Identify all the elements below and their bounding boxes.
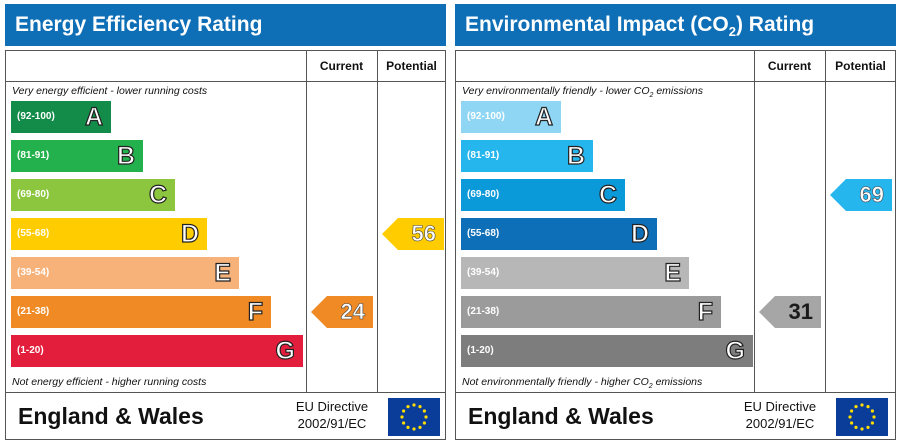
- eu-star: [402, 421, 406, 425]
- eu-star: [860, 427, 864, 431]
- band-letter: D: [630, 219, 649, 248]
- band-letter: E: [664, 258, 682, 287]
- band-e: (39-54) E: [461, 257, 689, 289]
- band-range-label: (21-38): [467, 306, 500, 317]
- column-header-current: Current: [767, 59, 812, 73]
- potential-rating-arrow: 56: [382, 218, 444, 250]
- eu-star: [424, 415, 428, 419]
- eu-star: [854, 425, 858, 429]
- eu-star: [422, 409, 426, 413]
- band-b: (81-91) B: [11, 140, 143, 172]
- band-letter: C: [148, 180, 167, 209]
- band-range-label: (55-68): [17, 228, 50, 239]
- eu-star: [860, 403, 864, 407]
- top-note: Very energy efficient - lower running co…: [12, 85, 208, 97]
- band-letter: G: [275, 336, 296, 365]
- eu-star: [406, 405, 410, 409]
- band-letter: B: [116, 141, 135, 170]
- potential-rating-value: 56: [411, 221, 436, 247]
- eu-star: [400, 415, 404, 419]
- bottom-note: Not energy efficient - higher running co…: [12, 376, 207, 388]
- country-label: England & Wales: [468, 403, 654, 429]
- chart-frame: Current Potential Very environmentally f…: [455, 50, 896, 440]
- band-b: (81-91) B: [461, 140, 593, 172]
- eu-star: [866, 425, 870, 429]
- eu-star: [850, 421, 854, 425]
- band-f: (21-38) F: [461, 296, 721, 328]
- band-range-label: (1-20): [467, 345, 494, 356]
- band-d: (55-68) D: [461, 218, 657, 250]
- band-letter: G: [725, 336, 746, 365]
- band-g: (1-20) G: [461, 335, 753, 367]
- band-letter: E: [214, 258, 232, 287]
- eu-flag-icon: [836, 398, 888, 436]
- eu-flag-icon: [388, 398, 440, 436]
- band-letter: A: [534, 102, 553, 131]
- panel-title: Energy Efficiency Rating: [5, 4, 446, 46]
- eu-directive: EU Directive 2002/91/EC: [743, 399, 817, 431]
- eu-star: [854, 405, 858, 409]
- band-a: (92-100) A: [461, 101, 561, 133]
- band-letter: B: [566, 141, 585, 170]
- eu-star: [412, 427, 416, 431]
- band-g: (1-20) G: [11, 335, 303, 367]
- eu-star: [422, 421, 426, 425]
- band-range-label: (81-91): [467, 150, 500, 161]
- band-a: (92-100) A: [11, 101, 111, 133]
- eu-star: [418, 405, 422, 409]
- eu-star: [850, 409, 854, 413]
- band-letter: C: [598, 180, 617, 209]
- band-range-label: (39-54): [17, 267, 50, 278]
- band-f: (21-38) F: [11, 296, 271, 328]
- band-range-label: (55-68): [467, 228, 500, 239]
- band-c: (69-80) C: [11, 179, 175, 211]
- band-range-label: (69-80): [17, 189, 50, 200]
- potential-rating-value: 69: [859, 182, 884, 208]
- column-header-potential: Potential: [386, 59, 437, 73]
- eu-star: [866, 405, 870, 409]
- environmental-impact-panel: Environmental Impact (CO2) Rating Curren…: [455, 4, 896, 440]
- column-header-current: Current: [319, 59, 364, 73]
- band-range-label: (92-100): [17, 111, 55, 122]
- band-c: (69-80) C: [461, 179, 625, 211]
- eu-star: [870, 421, 874, 425]
- current-rating-arrow: 24: [311, 296, 373, 328]
- band-letter: D: [180, 219, 199, 248]
- panel-title: Environmental Impact (CO2) Rating: [455, 4, 896, 46]
- current-rating-arrow: 31: [759, 296, 821, 328]
- band-range-label: (39-54): [467, 267, 500, 278]
- eu-star: [406, 425, 410, 429]
- current-rating-value: 24: [340, 299, 365, 325]
- band-range-label: (81-91): [17, 150, 50, 161]
- eu-star: [418, 425, 422, 429]
- top-note: Very environmentally friendly - lower CO…: [462, 85, 704, 100]
- column-header-potential: Potential: [835, 59, 886, 73]
- chart-frame: Current Potential Very energy efficient …: [5, 50, 446, 440]
- band-letter: F: [697, 297, 714, 326]
- band-letter: A: [84, 102, 103, 131]
- eu-directive: EU Directive 2002/91/EC: [295, 399, 369, 431]
- potential-rating-arrow: 69: [830, 179, 892, 211]
- eu-star: [872, 415, 876, 419]
- band-range-label: (21-38): [17, 306, 50, 317]
- eu-star: [870, 409, 874, 413]
- band-range-label: (1-20): [17, 345, 44, 356]
- bottom-note: Not environmentally friendly - higher CO…: [462, 376, 703, 391]
- eu-star: [402, 409, 406, 413]
- band-e: (39-54) E: [11, 257, 239, 289]
- band-d: (55-68) D: [11, 218, 207, 250]
- energy-efficiency-panel: Energy Efficiency Rating Current Potenti…: [5, 4, 446, 440]
- band-letter: F: [247, 297, 264, 326]
- band-range-label: (69-80): [467, 189, 500, 200]
- band-range-label: (92-100): [467, 111, 505, 122]
- eu-star: [848, 415, 852, 419]
- eu-star: [412, 403, 416, 407]
- current-rating-value: 31: [788, 299, 813, 324]
- country-label: England & Wales: [18, 403, 204, 429]
